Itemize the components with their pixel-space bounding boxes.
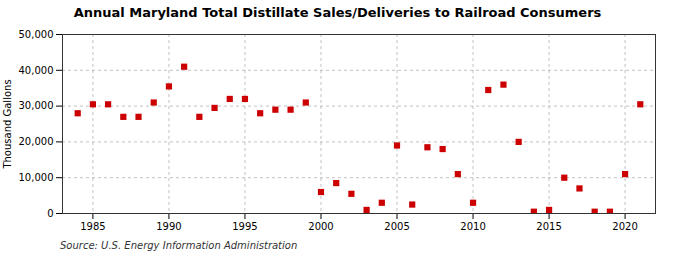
svg-text:2010: 2010 (460, 221, 485, 232)
svg-text:40,000: 40,000 (19, 65, 54, 76)
svg-text:0: 0 (47, 208, 53, 219)
svg-text:30,000: 30,000 (19, 100, 54, 111)
html-text:Source: U.S. Energy Informatio: Source: U.S. Energy Information Administ… (60, 240, 298, 251)
svg-text:20,000: 20,000 (19, 136, 54, 147)
svg-text:2005: 2005 (384, 221, 409, 232)
svg-text:10,000: 10,000 (19, 172, 54, 183)
svg-text:1985: 1985 (80, 221, 105, 232)
svg-text:2000: 2000 (308, 221, 333, 232)
svg-text:2020: 2020 (612, 221, 637, 232)
svg-text:2015: 2015 (536, 221, 561, 232)
svg-text:50,000: 50,000 (19, 29, 54, 40)
svg-text:1995: 1995 (232, 221, 257, 232)
html-text:Annual Maryland Total Distilla: Annual Maryland Total Distillate Sales/D… (73, 5, 602, 20)
svg-text:1990: 1990 (156, 221, 181, 232)
svg-text:Thousand Gallons: Thousand Gallons (2, 79, 13, 169)
